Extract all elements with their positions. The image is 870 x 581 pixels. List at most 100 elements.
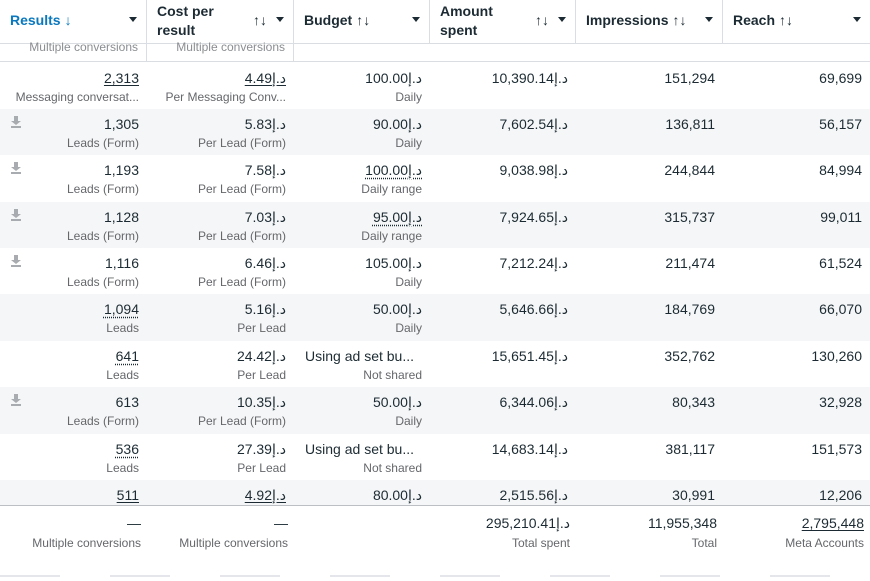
results-cell-value[interactable]: 1,094 bbox=[103, 301, 139, 317]
download-icon[interactable] bbox=[11, 162, 21, 174]
cost-per-result-cell: د.إ27.39 Per Lead bbox=[147, 434, 294, 480]
total-impressions: 11,955,348 Total bbox=[647, 515, 717, 550]
cost-per-result-cell[interactable]: د.إ4.49 Per Messaging Conv... bbox=[147, 63, 294, 109]
column-header-amount-spent[interactable]: Amount spent ↑↓ bbox=[430, 0, 576, 44]
cost-per-result-cell[interactable]: د.إ4.92 bbox=[147, 480, 294, 505]
amount-spent-cell-value: د.إ7,602.54 bbox=[499, 116, 568, 132]
download-icon[interactable] bbox=[11, 209, 21, 221]
impressions-cell: 184,769 bbox=[576, 294, 723, 341]
chevron-down-icon[interactable] bbox=[705, 17, 713, 22]
column-header-cost-per-result[interactable]: Cost per result ↑↓ bbox=[147, 0, 294, 44]
table-row[interactable]: 1,305 Leads (Form) د.إ5.83 Per Lead (Form) د… bbox=[0, 109, 870, 155]
results-cell[interactable]: 1,094 Leads bbox=[0, 294, 147, 341]
chevron-down-icon[interactable] bbox=[558, 17, 566, 22]
sort-icon[interactable]: ↑↓ bbox=[535, 12, 549, 28]
cost-per-result-cell-value[interactable]: د.إ4.49 bbox=[244, 70, 286, 86]
results-cell[interactable]: 511 bbox=[0, 480, 147, 505]
budget-cell-label: Daily bbox=[395, 136, 422, 150]
table-row[interactable]: 1,094 Leads د.إ5.16 Per Lead د.إ50.00 Daily د.… bbox=[0, 294, 870, 341]
download-icon[interactable] bbox=[11, 394, 21, 406]
reach-cell: 69,699 bbox=[723, 63, 870, 109]
amount-spent-cell: د.إ15,651.45 bbox=[430, 341, 576, 387]
column-header-impressions[interactable]: Impressions ↑↓ bbox=[576, 0, 723, 44]
chevron-down-icon[interactable] bbox=[853, 17, 861, 22]
reach-cell-value: 12,206 bbox=[819, 487, 862, 503]
reach-cell-value: 61,524 bbox=[819, 255, 862, 271]
impressions-cell: 211,474 bbox=[576, 248, 723, 294]
impressions-cell: 352,762 bbox=[576, 341, 723, 387]
budget-cell-label: Not shared bbox=[363, 461, 422, 475]
table-row[interactable]: 1,116 Leads (Form) د.إ6.46 Per Lead (Form) د… bbox=[0, 248, 870, 294]
results-cell-label: Leads (Form) bbox=[66, 136, 139, 150]
amount-spent-cell-value: د.إ5,646.66 bbox=[499, 301, 568, 317]
column-header-reach[interactable]: Reach ↑↓ bbox=[723, 0, 870, 44]
results-cell-value[interactable]: 511 bbox=[116, 487, 139, 503]
total-reach[interactable]: 2,795,448 Meta Accounts bbox=[785, 515, 864, 550]
impressions-cell-value: 184,769 bbox=[664, 301, 715, 317]
budget-cell[interactable]: د.إ100.00 Daily range bbox=[294, 155, 430, 202]
budget-cell-value: د.إ50.00 bbox=[372, 394, 422, 410]
results-cell-label: Leads bbox=[106, 368, 139, 382]
sort-icon[interactable]: ↑↓ bbox=[672, 12, 687, 28]
budget-cell[interactable]: د.إ95.00 Daily range bbox=[294, 202, 430, 248]
column-header-budget-label: Budget ↑↓ bbox=[304, 12, 371, 28]
table-row[interactable]: 641 Leads د.إ24.42 Per Lead Using ad set bu.… bbox=[0, 341, 870, 387]
impressions-cell-value: 136,811 bbox=[665, 116, 715, 132]
sort-icon[interactable]: ↑↓ bbox=[356, 12, 371, 28]
results-cell[interactable]: 536 Leads bbox=[0, 434, 147, 480]
budget-cell: د.إ105.00 Daily bbox=[294, 248, 430, 294]
cost-per-result-cell: د.إ24.42 Per Lead bbox=[147, 341, 294, 387]
results-cell-value[interactable]: 536 bbox=[115, 441, 139, 457]
sort-icon[interactable]: ↑↓ bbox=[779, 12, 794, 28]
budget-cell-value: د.إ90.00 bbox=[372, 116, 422, 132]
cost-per-result-cell: د.إ5.83 Per Lead (Form) bbox=[147, 109, 294, 155]
budget-cell-value: د.إ80.00 bbox=[372, 487, 422, 503]
budget-cell-value: د.إ50.00 bbox=[372, 301, 422, 317]
table-row[interactable]: 511 د.إ4.92 د.إ80.00 د.إ2,515.56 30,991 12,20… bbox=[0, 480, 870, 505]
table-row[interactable]: 2,313 Messaging conversat... د.إ4.49 Per Me… bbox=[0, 63, 870, 109]
table-row[interactable]: 613 Leads (Form) د.إ10.35 Per Lead (Form) د.… bbox=[0, 387, 870, 434]
column-header-results[interactable]: Results ↓ bbox=[0, 0, 147, 44]
budget-cell-value[interactable]: د.إ95.00 bbox=[372, 209, 422, 225]
column-header-budget[interactable]: Budget ↑↓ bbox=[294, 0, 430, 44]
reach-cell: 151,573 bbox=[723, 434, 870, 480]
reach-cell: 130,260 bbox=[723, 341, 870, 387]
impressions-cell-value: 381,117 bbox=[665, 441, 715, 457]
cost-per-result-cell-label: Per Lead bbox=[237, 368, 286, 382]
cost-per-result-cell-label: Per Lead (Form) bbox=[197, 414, 286, 428]
sort-desc-icon[interactable]: ↓ bbox=[64, 12, 72, 28]
budget-cell-value[interactable]: د.إ100.00 bbox=[365, 162, 422, 178]
impressions-cell: 30,991 bbox=[576, 480, 723, 505]
results-cell-value[interactable]: 641 bbox=[115, 348, 139, 364]
results-cell-value[interactable]: 2,313 bbox=[103, 70, 139, 86]
results-cell: 1,193 Leads (Form) bbox=[0, 155, 147, 202]
cost-per-result-cell-value[interactable]: د.إ4.92 bbox=[244, 487, 286, 503]
budget-cell: د.إ100.00 Daily bbox=[294, 63, 430, 109]
cost-per-result-cell-value: د.إ10.35 bbox=[236, 394, 286, 410]
total-spent: د.إ295,210.41 Total spent bbox=[485, 515, 570, 550]
table-row[interactable]: 1,128 Leads (Form) د.إ7.03 Per Lead (Form) د… bbox=[0, 202, 870, 248]
cost-per-result-cell: د.إ7.58 Per Lead (Form) bbox=[147, 155, 294, 202]
results-cell[interactable]: 641 Leads bbox=[0, 341, 147, 387]
download-icon[interactable] bbox=[11, 116, 21, 128]
results-cell-label: Leads (Form) bbox=[66, 229, 139, 243]
sort-icon[interactable]: ↑↓ bbox=[253, 12, 267, 28]
results-cell: 1,116 Leads (Form) bbox=[0, 248, 147, 294]
chevron-down-icon[interactable] bbox=[129, 17, 137, 22]
budget-cell-label: Daily range bbox=[361, 229, 422, 243]
amount-spent-cell-value: د.إ7,212.24 bbox=[499, 255, 568, 271]
chevron-down-icon[interactable] bbox=[276, 17, 284, 22]
budget-cell-value: Using ad set bu... bbox=[305, 441, 414, 457]
amount-spent-cell-value: د.إ2,515.56 bbox=[499, 487, 568, 503]
download-icon[interactable] bbox=[11, 255, 21, 267]
chevron-down-icon[interactable] bbox=[412, 17, 420, 22]
table-row[interactable]: 1,193 Leads (Form) د.إ7.58 Per Lead (Form) د… bbox=[0, 155, 870, 202]
results-cell-label: Leads bbox=[106, 321, 139, 335]
table-row[interactable]: 536 Leads د.إ27.39 Per Lead Using ad set bu.… bbox=[0, 434, 870, 480]
results-cell[interactable]: 2,313 Messaging conversat... bbox=[0, 63, 147, 109]
results-cell-value: 1,128 bbox=[103, 209, 139, 225]
reach-cell-value: 69,699 bbox=[819, 70, 862, 86]
cost-per-result-cell-label: Per Lead bbox=[237, 461, 286, 475]
amount-spent-cell-value: د.إ14,683.14 bbox=[491, 441, 568, 457]
results-cell-value: 1,305 bbox=[103, 116, 139, 132]
